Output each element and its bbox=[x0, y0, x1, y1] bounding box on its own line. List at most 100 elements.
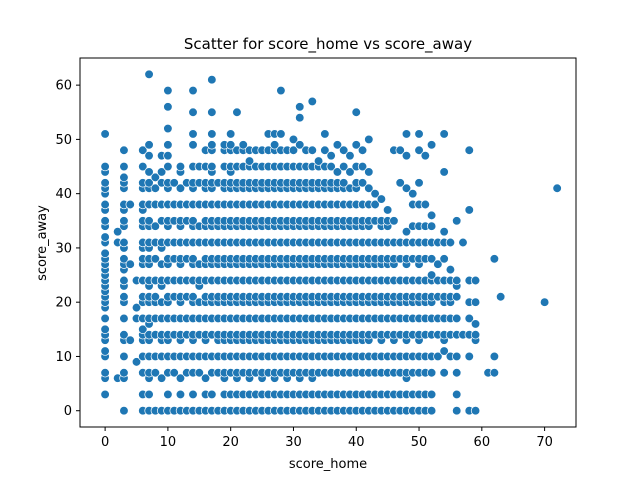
data-point bbox=[458, 237, 468, 248]
data-point bbox=[100, 313, 110, 324]
data-point bbox=[464, 145, 474, 155]
data-point bbox=[144, 167, 154, 177]
data-point bbox=[188, 85, 198, 96]
data-point bbox=[489, 254, 500, 264]
data-point bbox=[464, 313, 474, 324]
data-point bbox=[445, 264, 456, 275]
plot-frame bbox=[79, 57, 577, 428]
data-point bbox=[119, 254, 129, 264]
data-point bbox=[339, 161, 349, 172]
data-point bbox=[552, 183, 562, 193]
y-tick-label: 40 bbox=[55, 187, 72, 202]
data-point bbox=[370, 199, 380, 210]
data-point bbox=[175, 161, 186, 172]
data-point bbox=[395, 178, 405, 188]
data-point bbox=[119, 313, 129, 324]
data-point bbox=[119, 172, 129, 183]
data-point bbox=[383, 205, 393, 215]
y-tick-label: 20 bbox=[55, 296, 72, 311]
data-point bbox=[100, 199, 110, 210]
data-point bbox=[188, 140, 198, 150]
data-point bbox=[169, 178, 179, 188]
data-point bbox=[163, 85, 173, 96]
data-point bbox=[351, 140, 361, 150]
data-point bbox=[464, 351, 474, 362]
data-point bbox=[295, 140, 305, 150]
data-point bbox=[269, 140, 280, 150]
data-point bbox=[188, 292, 198, 302]
data-point bbox=[207, 129, 217, 139]
data-point bbox=[439, 346, 449, 356]
data-point bbox=[395, 145, 405, 155]
data-point bbox=[389, 216, 399, 226]
data-point bbox=[426, 270, 437, 280]
data-point bbox=[452, 292, 462, 302]
data-point bbox=[125, 199, 135, 210]
x-axis-ticks: 0 10 20 30 40 50 60 70 bbox=[101, 427, 553, 450]
data-point bbox=[433, 259, 443, 269]
data-point bbox=[100, 178, 110, 188]
data-point bbox=[150, 254, 160, 264]
data-point bbox=[452, 216, 462, 226]
data-point bbox=[470, 275, 481, 286]
data-point bbox=[414, 178, 424, 188]
data-point bbox=[420, 151, 430, 161]
data-point bbox=[207, 75, 217, 85]
data-point bbox=[175, 373, 186, 383]
data-point bbox=[125, 335, 135, 345]
data-point bbox=[276, 129, 286, 139]
data-point bbox=[144, 216, 154, 226]
data-point bbox=[464, 205, 474, 215]
data-point bbox=[345, 167, 355, 177]
data-point bbox=[226, 129, 236, 139]
data-point bbox=[339, 145, 349, 155]
x-tick-label: 30 bbox=[285, 435, 302, 450]
data-point bbox=[295, 113, 305, 123]
data-point bbox=[357, 161, 368, 172]
data-point bbox=[426, 221, 437, 231]
data-point bbox=[320, 129, 330, 139]
data-point bbox=[345, 151, 355, 161]
data-point bbox=[150, 183, 160, 193]
data-point bbox=[445, 237, 456, 248]
data-point bbox=[426, 210, 437, 221]
data-point bbox=[156, 167, 167, 177]
data-point bbox=[401, 183, 412, 193]
data-point bbox=[163, 123, 173, 134]
x-tick-label: 60 bbox=[474, 435, 491, 450]
data-point bbox=[226, 140, 236, 150]
data-point bbox=[539, 297, 550, 307]
data-point bbox=[288, 145, 299, 155]
x-tick-label: 40 bbox=[348, 435, 365, 450]
data-point bbox=[489, 351, 500, 362]
data-point bbox=[470, 319, 481, 329]
data-point bbox=[452, 313, 462, 324]
data-point bbox=[439, 254, 449, 264]
data-point bbox=[426, 254, 437, 264]
data-point bbox=[207, 107, 217, 117]
x-tick-label: 70 bbox=[536, 435, 553, 450]
data-point bbox=[276, 85, 286, 96]
data-point bbox=[131, 357, 142, 367]
data-point bbox=[244, 156, 255, 166]
data-point bbox=[207, 161, 217, 172]
data-point bbox=[326, 161, 336, 172]
data-point bbox=[452, 406, 462, 416]
data-point bbox=[470, 297, 481, 307]
data-point bbox=[433, 351, 443, 362]
data-point bbox=[414, 129, 424, 139]
y-tick-label: 60 bbox=[55, 79, 72, 94]
data-point bbox=[207, 140, 217, 150]
data-point bbox=[144, 178, 154, 188]
data-point bbox=[163, 161, 173, 172]
data-point bbox=[100, 324, 110, 334]
data-point bbox=[169, 368, 179, 378]
data-point bbox=[119, 330, 129, 340]
data-point bbox=[200, 373, 211, 383]
data-point bbox=[163, 140, 173, 150]
data-point bbox=[470, 330, 481, 340]
data-point bbox=[100, 232, 110, 242]
points-layer bbox=[100, 69, 562, 416]
data-point bbox=[307, 96, 317, 107]
data-point bbox=[426, 389, 437, 400]
